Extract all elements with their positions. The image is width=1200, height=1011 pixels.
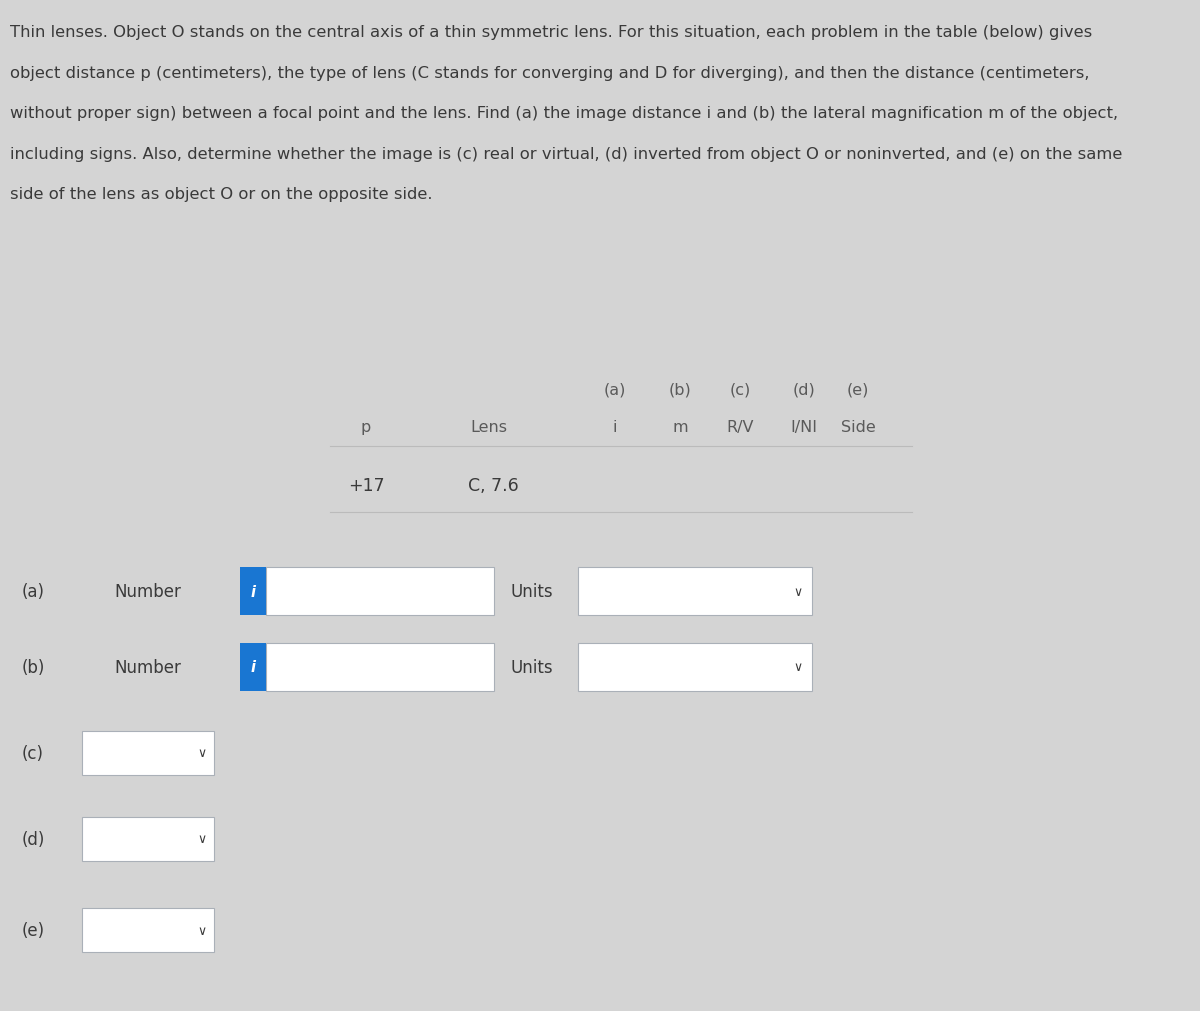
Text: side of the lens as object O or on the opposite side.: side of the lens as object O or on the o… — [10, 187, 432, 202]
Text: i: i — [251, 660, 256, 674]
Text: +17: +17 — [348, 476, 384, 494]
FancyBboxPatch shape — [240, 643, 266, 692]
Text: ∨: ∨ — [197, 924, 206, 936]
Text: (c): (c) — [22, 744, 43, 762]
Text: i: i — [612, 420, 617, 434]
Text: C, 7.6: C, 7.6 — [468, 476, 518, 494]
Text: ∨: ∨ — [793, 661, 803, 673]
FancyBboxPatch shape — [82, 908, 214, 952]
FancyBboxPatch shape — [266, 643, 494, 692]
Text: ∨: ∨ — [793, 585, 803, 598]
Text: ∨: ∨ — [197, 747, 206, 759]
Text: I/NI: I/NI — [791, 420, 817, 434]
Text: Number: Number — [114, 658, 181, 676]
Text: R/V: R/V — [727, 420, 754, 434]
FancyBboxPatch shape — [578, 567, 812, 616]
Text: Side: Side — [841, 420, 875, 434]
Text: Units: Units — [510, 582, 553, 601]
Text: including signs. Also, determine whether the image is (c) real or virtual, (d) i: including signs. Also, determine whether… — [10, 147, 1122, 162]
Text: Thin lenses. Object O stands on the central axis of a thin symmetric lens. For t: Thin lenses. Object O stands on the cent… — [10, 25, 1092, 40]
Text: (b): (b) — [22, 658, 44, 676]
Text: (c): (c) — [730, 382, 751, 396]
Text: (d): (d) — [22, 830, 44, 848]
Text: Units: Units — [510, 658, 553, 676]
FancyBboxPatch shape — [266, 567, 494, 616]
Text: (b): (b) — [670, 382, 691, 396]
Text: i: i — [251, 584, 256, 599]
Text: object distance p (centimeters), the type of lens (C stands for converging and D: object distance p (centimeters), the typ… — [10, 66, 1090, 81]
Text: Number: Number — [114, 582, 181, 601]
Text: Lens: Lens — [470, 420, 506, 434]
Text: m: m — [672, 420, 689, 434]
Text: ∨: ∨ — [197, 833, 206, 845]
Text: p: p — [361, 420, 371, 434]
Text: (a): (a) — [604, 382, 625, 396]
FancyBboxPatch shape — [82, 731, 214, 775]
FancyBboxPatch shape — [82, 817, 214, 861]
FancyBboxPatch shape — [578, 643, 812, 692]
Text: (e): (e) — [847, 382, 869, 396]
Text: (a): (a) — [22, 582, 44, 601]
Text: (e): (e) — [22, 921, 44, 939]
Text: (d): (d) — [793, 382, 815, 396]
Text: without proper sign) between a focal point and the lens. Find (a) the image dist: without proper sign) between a focal poi… — [10, 106, 1117, 121]
FancyBboxPatch shape — [240, 567, 266, 616]
